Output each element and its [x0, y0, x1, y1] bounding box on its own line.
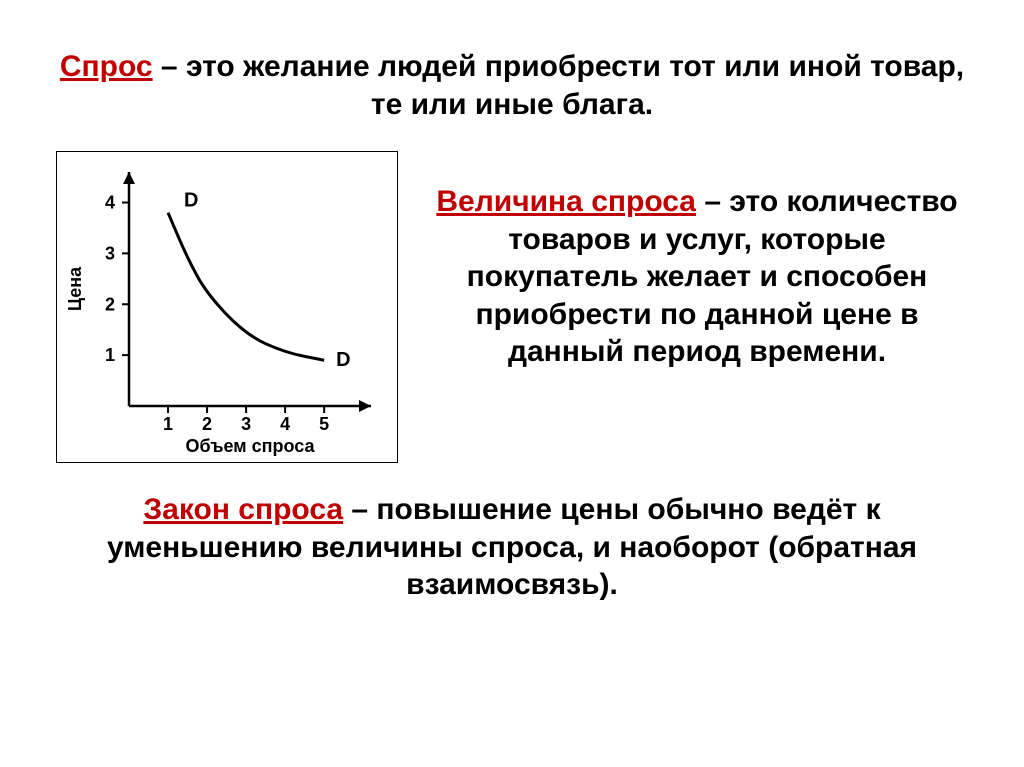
x-tick-label: 2 [202, 414, 212, 434]
curve-label-start: D [184, 190, 198, 212]
law-term: Закон спроса [143, 493, 343, 526]
quantity-definition: Величина спроса – это количество товаров… [426, 151, 968, 371]
y-tick-label: 1 [105, 345, 115, 365]
y-tick-label: 2 [105, 294, 115, 314]
demand-term: Спрос [60, 50, 153, 83]
y-tick-label: 4 [105, 193, 115, 213]
quantity-term: Величина спроса [436, 185, 696, 218]
x-tick-label: 4 [280, 414, 290, 434]
x-tick-label: 1 [163, 414, 173, 434]
law-definition: Закон спроса – повышение цены обычно вед… [56, 491, 968, 604]
demand-curve-chart: 123451234Объем спросаЦенаDD [56, 151, 398, 463]
demand-curve [168, 213, 324, 361]
x-tick-label: 5 [319, 414, 329, 434]
demand-definition: Спрос – это желание людей приобрести тот… [56, 48, 968, 123]
y-axis-label: Цена [65, 266, 85, 311]
demand-def-text: – это желание людей приобрести тот или и… [153, 50, 965, 121]
x-axis-label: Объем спроса [186, 436, 316, 456]
curve-label-end: D [336, 349, 350, 371]
x-tick-label: 3 [241, 414, 251, 434]
y-tick-label: 3 [105, 243, 115, 263]
